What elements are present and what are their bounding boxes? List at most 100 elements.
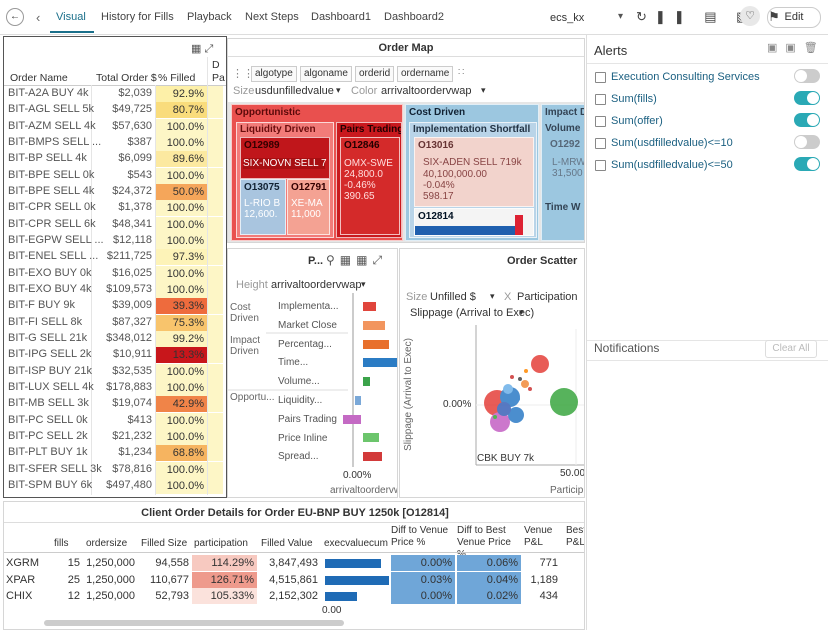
cell-order-name[interactable]: BIT-ISP BUY 21k [8, 364, 92, 377]
checkbox[interactable] [595, 160, 606, 171]
column-header[interactable]: fills [54, 538, 69, 549]
scrollbar[interactable] [44, 620, 344, 626]
column-header[interactable]: Filled Size [141, 538, 188, 549]
nav-tab[interactable]: Dashboard2 [384, 11, 444, 23]
alert-label[interactable]: Sum(usdfilledvalue)<=10 [611, 137, 733, 149]
treemap-tile[interactable]: O13016 SIX-ADEN SELL 719k 40,100,000.00 -0.… [414, 137, 534, 207]
cell-order-name[interactable]: BIT-EXO BUY 0k [8, 266, 92, 279]
cell-order-name[interactable]: BIT-BP SELL 4k [8, 152, 87, 165]
group-tag[interactable]: algoname [300, 66, 352, 82]
cell-order-name[interactable]: BIT-SFER SELL 3k [8, 462, 102, 475]
alert-label[interactable]: Sum(fills) [611, 93, 657, 105]
cell-order-name[interactable]: BIT-ENEL SELL ... [8, 250, 99, 263]
nav-tab[interactable]: Visual [56, 11, 86, 23]
cell-order-name[interactable]: BIT-FI SELL 8k [8, 315, 83, 328]
checkbox[interactable] [595, 138, 606, 149]
cell-order-name[interactable]: BIT-CPR SELL 0k [8, 201, 96, 214]
checkbox[interactable] [595, 116, 606, 127]
cell-order-name[interactable]: BIT-MB SELL 3k [8, 397, 89, 410]
column-header[interactable]: % Filled [158, 72, 196, 84]
cell-order-name[interactable]: BIT-BPE SELL 0k [8, 168, 95, 181]
treemap-group[interactable]: Liquidity Driven O12989 SIX-NOVN SELL 7 O… [236, 122, 334, 238]
alert-label[interactable]: Sum(offer) [611, 115, 663, 127]
toggle[interactable] [794, 113, 820, 127]
cell-order-name[interactable]: BIT-PLT BUY 1k [8, 446, 88, 459]
toggle[interactable] [794, 135, 820, 149]
dropdown[interactable]: ▾ [336, 85, 341, 95]
panel-icons[interactable]: ⚲▦▦⤢ [326, 253, 388, 267]
cell-order-name[interactable]: BIT-CPR SELL 6k [8, 217, 96, 230]
checkbox[interactable] [595, 72, 606, 83]
toggle[interactable] [794, 157, 820, 171]
alerts-button[interactable]: ♡ [740, 6, 760, 26]
treemap-group[interactable]: Impact D Volume O1292 L-MRW 31,500 Time W [541, 104, 584, 241]
treemap-tile[interactable]: O12791 XE-MA 11,000 [287, 179, 330, 235]
height-field[interactable]: arrivaltoordervwap [271, 279, 362, 291]
treemap-tile[interactable]: O12989 SIX-NOVN SELL 7 [240, 137, 330, 179]
nav-tab[interactable]: Playback [187, 11, 232, 23]
cell-order-name[interactable]: BIT-AZM SELL 4k [8, 119, 96, 132]
cell-order-name[interactable]: BIT-PC SELL 0k [8, 413, 88, 426]
dropdown[interactable]: ▾ [361, 279, 366, 289]
edit-button[interactable]: Edit [767, 7, 821, 28]
treemap-group[interactable]: Implementation Shortfall O13016 SIX-ADEN … [409, 122, 537, 238]
x-field[interactable]: Participation [517, 291, 578, 303]
column-header[interactable]: Diff to Venue Price % [391, 525, 449, 548]
size-field[interactable]: usdunfilledvalue [255, 85, 334, 97]
cell-order-name[interactable]: BIT-A2A BUY 4k [8, 87, 89, 99]
toggle[interactable] [794, 69, 820, 83]
column-header[interactable]: Order Name [10, 72, 68, 84]
clear-all-button[interactable]: Clear All [765, 340, 817, 358]
column-header[interactable]: Venue P&L [524, 525, 553, 548]
cell-order-name[interactable]: BIT-G SELL 21k [8, 331, 88, 344]
column-header[interactable]: ordersize [86, 538, 128, 549]
treemap-tile[interactable]: O12846 OMX-SWE 24,800.0 -0.46% 390.65 [340, 137, 400, 235]
column-header[interactable]: participation [194, 538, 248, 549]
checkbox[interactable] [595, 94, 606, 105]
size-field[interactable]: Unfilled $ [430, 291, 476, 303]
column-header[interactable]: execvaluecum [324, 538, 388, 549]
dropdown[interactable]: ▾ [519, 307, 524, 317]
cell-order-name[interactable]: BIT-F BUY 9k [8, 299, 76, 312]
cell-order-name[interactable]: BIT-BPE SELL 4k [8, 184, 95, 197]
dropdown[interactable]: ▾ [481, 85, 486, 95]
cell-order-name[interactable]: BIT-AGL SELL 5k [8, 103, 95, 116]
nav-tab[interactable]: History for Fills [101, 11, 174, 23]
treemap-group[interactable]: Opportunistic Liquidity Driven O12989 SIX… [231, 104, 403, 241]
alerts-icons[interactable]: ▣▣🗑 [767, 42, 826, 54]
color-field[interactable]: arrivaltoordervwap [381, 85, 472, 97]
alert-label[interactable]: Execution Consulting Services [611, 71, 760, 83]
cell-order-name[interactable]: BIT-PC SELL 2k [8, 429, 88, 442]
group-tag[interactable]: ordername [397, 66, 454, 82]
treemap-tile[interactable]: O12814 [414, 208, 534, 236]
group-tag[interactable]: algotype [251, 66, 297, 82]
cell-order-name[interactable]: BIT-IPG SELL 2k [8, 348, 92, 361]
nav-tab[interactable]: Next Steps [245, 11, 299, 23]
toolbar-icons[interactable]: ↻❚❚ ▤ ▧ ⚑ [636, 9, 788, 24]
cell-order-name[interactable]: BIT-LUX SELL 4k [8, 380, 94, 393]
column-header[interactable]: Filled Value [261, 538, 313, 549]
nav-prev[interactable]: ‹ [36, 10, 41, 25]
treemap-group[interactable]: Pairs Trading O12846 OMX-SWE 24,800.0 -0.46… [336, 122, 402, 238]
panel-icons[interactable]: ▦ ⤢ [191, 43, 214, 55]
column-header[interactable]: Best P&L [566, 525, 585, 548]
menu-icon[interactable]: ⋮⋮ [232, 68, 254, 80]
cell-order-name[interactable]: BIT-BMPS SELL ... [8, 135, 102, 148]
column-header[interactable]: Total Order $ [96, 72, 157, 84]
toggle[interactable] [794, 91, 820, 105]
back-button[interactable]: ← [6, 8, 24, 26]
dropdown[interactable]: ▾ [490, 291, 495, 301]
column-header[interactable]: D [212, 59, 220, 71]
tag-icon[interactable]: ∷ [458, 67, 465, 78]
workspace-name[interactable]: ecs_kx [550, 12, 585, 24]
y-field[interactable]: Slippage (Arrival to Exec) [410, 307, 535, 319]
group-tag[interactable]: orderid [355, 66, 395, 82]
dropdown-icon[interactable]: ▾ [618, 11, 624, 22]
treemap-group[interactable]: Cost Driven Implementation Shortfall O13… [405, 104, 539, 241]
treemap-tile[interactable]: O13075 L-RIO B 12,600. [240, 179, 286, 235]
column-header[interactable]: Pa [212, 72, 225, 84]
cell-order-name[interactable]: BIT-SPM BUY 6k [8, 478, 93, 491]
cell-order-name[interactable]: BIT-EGPW SELL ... [8, 233, 104, 246]
column-header[interactable]: Diff to Best Venue Price % [457, 525, 511, 560]
nav-tab[interactable]: Dashboard1 [311, 11, 371, 23]
